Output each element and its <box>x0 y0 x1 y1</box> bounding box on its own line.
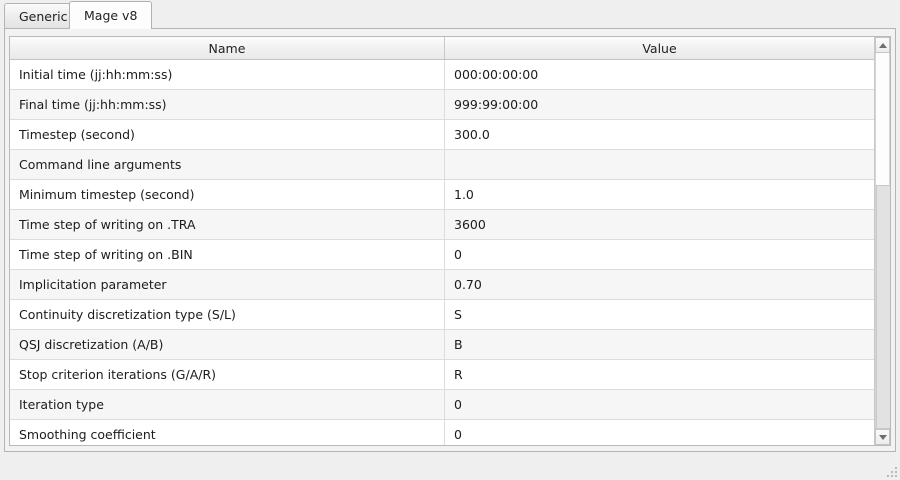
cell-value[interactable]: 0 <box>445 390 874 419</box>
column-header-name-label: Name <box>208 40 246 56</box>
cell-name[interactable]: Time step of writing on .BIN <box>10 240 445 269</box>
cell-name[interactable]: Smoothing coefficient <box>10 420 445 445</box>
table-header-row: Name Value <box>10 37 875 60</box>
cell-value-text: B <box>454 337 463 352</box>
tab-mage-v8[interactable]: Mage v8 <box>69 1 153 29</box>
cell-value-text: 1.0 <box>454 187 474 202</box>
cell-value-text: 0 <box>454 427 462 442</box>
tab-generic-label: Generic <box>19 8 68 24</box>
cell-value[interactable]: 3600 <box>445 210 874 239</box>
table-row[interactable]: Timestep (second) 300.0 <box>10 120 875 150</box>
cell-name[interactable]: Time step of writing on .TRA <box>10 210 445 239</box>
cell-name-text: Timestep (second) <box>19 127 135 142</box>
cell-value-text: 000:00:00:00 <box>454 67 539 82</box>
cell-name[interactable]: Iteration type <box>10 390 445 419</box>
vertical-scrollbar[interactable] <box>874 37 890 445</box>
cell-value-text: 3600 <box>454 217 486 232</box>
table-row[interactable]: Iteration type 0 <box>10 390 875 420</box>
cell-name[interactable]: Stop criterion iterations (G/A/R) <box>10 360 445 389</box>
cell-name-text: Implicitation parameter <box>19 277 167 292</box>
table-row[interactable]: Initial time (jj:hh:mm:ss) 000:00:00:00 <box>10 60 875 90</box>
cell-name[interactable]: Minimum timestep (second) <box>10 180 445 209</box>
cell-name-text: Initial time (jj:hh:mm:ss) <box>19 67 173 82</box>
table-row[interactable]: Continuity discretization type (S/L) S <box>10 300 875 330</box>
cell-value-text: 999:99:00:00 <box>454 97 539 112</box>
table-row[interactable]: Implicitation parameter 0.70 <box>10 270 875 300</box>
cell-value-text: 0 <box>454 397 462 412</box>
parameters-table: Name Value Initial time (jj:hh:mm:ss) 00… <box>9 36 891 446</box>
cell-value-text: 0 <box>454 247 462 262</box>
cell-value-text: 0.70 <box>454 277 482 292</box>
cell-name-text: Iteration type <box>19 397 104 412</box>
cell-name[interactable]: Command line arguments <box>10 150 445 179</box>
triangle-up-icon <box>878 42 887 48</box>
cell-name[interactable]: Implicitation parameter <box>10 270 445 299</box>
cell-name[interactable]: QSJ discretization (A/B) <box>10 330 445 359</box>
table-row[interactable]: Minimum timestep (second) 1.0 <box>10 180 875 210</box>
window-resize-grip[interactable] <box>883 463 897 477</box>
cell-value[interactable]: 999:99:00:00 <box>445 90 874 119</box>
cell-value-text: 300.0 <box>454 127 490 142</box>
table-row[interactable]: Final time (jj:hh:mm:ss) 999:99:00:00 <box>10 90 875 120</box>
cell-name-text: Stop criterion iterations (G/A/R) <box>19 367 217 382</box>
table-body: Initial time (jj:hh:mm:ss) 000:00:00:00 … <box>10 60 875 445</box>
tab-strip: Generic Mage v8 <box>0 0 900 29</box>
column-header-value-label: Value <box>642 40 677 56</box>
cell-name[interactable]: Timestep (second) <box>10 120 445 149</box>
cell-value[interactable]: 1.0 <box>445 180 874 209</box>
cell-name[interactable]: Initial time (jj:hh:mm:ss) <box>10 60 445 89</box>
cell-name-text: Time step of writing on .BIN <box>19 247 193 262</box>
cell-name-text: Time step of writing on .TRA <box>19 217 196 232</box>
cell-value-text: S <box>454 307 462 322</box>
scrollbar-track[interactable] <box>875 53 890 429</box>
scroll-down-button[interactable] <box>875 429 890 445</box>
cell-value[interactable]: 300.0 <box>445 120 874 149</box>
cell-name-text: QSJ discretization (A/B) <box>19 337 164 352</box>
cell-value[interactable]: B <box>445 330 874 359</box>
cell-value[interactable]: 000:00:00:00 <box>445 60 874 89</box>
table-scroll-area: Name Value Initial time (jj:hh:mm:ss) 00… <box>10 37 875 445</box>
table-row[interactable]: Stop criterion iterations (G/A/R) R <box>10 360 875 390</box>
scroll-up-button[interactable] <box>875 37 890 53</box>
scrollbar-thumb[interactable] <box>876 185 890 429</box>
cell-name-text: Smoothing coefficient <box>19 427 156 442</box>
cell-name[interactable]: Continuity discretization type (S/L) <box>10 300 445 329</box>
column-header-name[interactable]: Name <box>10 37 445 59</box>
triangle-down-icon <box>878 434 887 440</box>
cell-value[interactable]: 0.70 <box>445 270 874 299</box>
cell-name-text: Minimum timestep (second) <box>19 187 195 202</box>
tab-mage-v8-label: Mage v8 <box>84 8 138 23</box>
table-row[interactable]: Command line arguments <box>10 150 875 180</box>
column-header-value[interactable]: Value <box>445 37 874 59</box>
cell-name-text: Final time (jj:hh:mm:ss) <box>19 97 167 112</box>
cell-name-text: Continuity discretization type (S/L) <box>19 307 236 322</box>
table-row[interactable]: Smoothing coefficient 0 <box>10 420 875 445</box>
table-row[interactable]: Time step of writing on .BIN 0 <box>10 240 875 270</box>
cell-name[interactable]: Final time (jj:hh:mm:ss) <box>10 90 445 119</box>
cell-name-text: Command line arguments <box>19 157 182 172</box>
cell-value[interactable]: 0 <box>445 240 874 269</box>
table-row[interactable]: QSJ discretization (A/B) B <box>10 330 875 360</box>
cell-value[interactable]: 0 <box>445 420 874 445</box>
cell-value[interactable] <box>445 150 874 179</box>
cell-value[interactable]: R <box>445 360 874 389</box>
cell-value[interactable]: S <box>445 300 874 329</box>
table-row[interactable]: Time step of writing on .TRA 3600 <box>10 210 875 240</box>
cell-value-text: R <box>454 367 463 382</box>
